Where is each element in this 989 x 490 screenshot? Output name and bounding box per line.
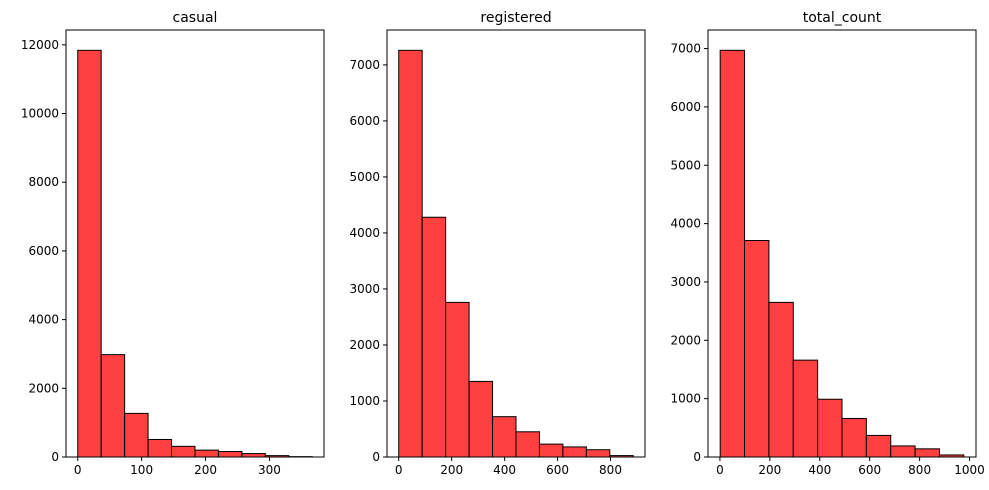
histogram-bar — [538, 443, 564, 458]
x-tick-label: 200 — [758, 463, 781, 477]
y-tick-label: 12000 — [21, 38, 59, 52]
y-tick-label: 6000 — [349, 114, 380, 128]
histogram-bar — [585, 449, 611, 458]
x-tick-label: 100 — [130, 463, 153, 477]
x-tick-label: 0 — [716, 463, 724, 477]
y-tick-label: 6000 — [28, 244, 59, 258]
x-tick-label: 400 — [808, 463, 831, 477]
histogram-bar — [841, 417, 867, 458]
y-tick-label: 5000 — [349, 170, 380, 184]
x-tick-label: 600 — [546, 463, 569, 477]
y-tick-label: 0 — [372, 450, 380, 464]
histogram-bar — [515, 431, 540, 458]
histogram-bar — [865, 434, 892, 458]
histogram-bar — [817, 398, 843, 458]
x-tick-label: 200 — [440, 463, 463, 477]
axes-frame — [707, 29, 977, 458]
histogram-bar — [147, 438, 173, 458]
y-tick-label: 2000 — [349, 338, 380, 352]
y-tick-label: 0 — [51, 450, 59, 464]
y-tick-label: 10000 — [21, 107, 59, 121]
x-tick-label: 0 — [74, 463, 82, 477]
y-tick-label: 2000 — [28, 381, 59, 395]
histogram-bar — [194, 449, 219, 458]
y-tick-label: 5000 — [670, 158, 701, 172]
axes-frame — [65, 29, 325, 458]
subplot-casual: casual 0 100 200 300 0 2000 4000 6000 8000 10000 12… — [21, 10, 325, 477]
y-tick-label: 4000 — [28, 313, 59, 327]
y-tick-label: 7000 — [670, 42, 701, 56]
histogram-bar — [468, 380, 494, 458]
histogram-bar — [562, 446, 587, 458]
x-tick-label: 800 — [908, 463, 931, 477]
y-tick-label: 7000 — [349, 58, 380, 72]
y-tick-label: 0 — [693, 450, 701, 464]
x-tick-label: 200 — [194, 463, 217, 477]
histogram-bar — [719, 49, 746, 458]
y-tick-label: 3000 — [349, 282, 380, 296]
histogram-bar — [914, 448, 940, 458]
y-tick-label: 3000 — [670, 275, 701, 289]
histogram-bar — [768, 301, 794, 458]
y-tick-label: 4000 — [349, 226, 380, 240]
x-tick-label: 800 — [599, 463, 622, 477]
subplot-total_count: total_count 0 200 400 600 800 1000 0 1000 2000 300… — [670, 10, 984, 477]
histogram-bar — [445, 301, 470, 458]
histogram-bar — [744, 240, 770, 458]
subplot-registered: registered 0 200 400 600 800 0 1000 2000 3000 4000… — [349, 10, 646, 477]
x-tick-label: 1000 — [954, 463, 985, 477]
axes-frame — [386, 29, 646, 458]
chart-title: total_count — [803, 10, 882, 26]
histogram-bar — [421, 216, 447, 458]
histogram-bar — [792, 359, 819, 458]
histogram-bar — [890, 445, 916, 458]
histogram-bar — [217, 451, 243, 458]
y-tick-label: 6000 — [670, 100, 701, 114]
y-tick-label: 2000 — [670, 333, 701, 347]
histogram-bar — [492, 416, 517, 458]
histogram-bar — [241, 453, 266, 458]
histogram-bar — [124, 412, 149, 458]
y-tick-label: 4000 — [670, 217, 701, 231]
histogram-bar — [100, 354, 126, 458]
x-tick-label: 600 — [858, 463, 881, 477]
histogram-bar — [77, 49, 102, 458]
y-tick-label: 1000 — [349, 394, 380, 408]
chart-title: casual — [173, 10, 218, 26]
x-tick-label: 0 — [395, 463, 403, 477]
chart-title: registered — [480, 10, 551, 26]
y-tick-label: 8000 — [28, 175, 59, 189]
x-tick-label: 300 — [258, 463, 281, 477]
y-tick-label: 1000 — [670, 392, 701, 406]
histogram-bar — [398, 49, 423, 458]
x-tick-label: 400 — [493, 463, 516, 477]
histogram-bar — [171, 445, 196, 458]
